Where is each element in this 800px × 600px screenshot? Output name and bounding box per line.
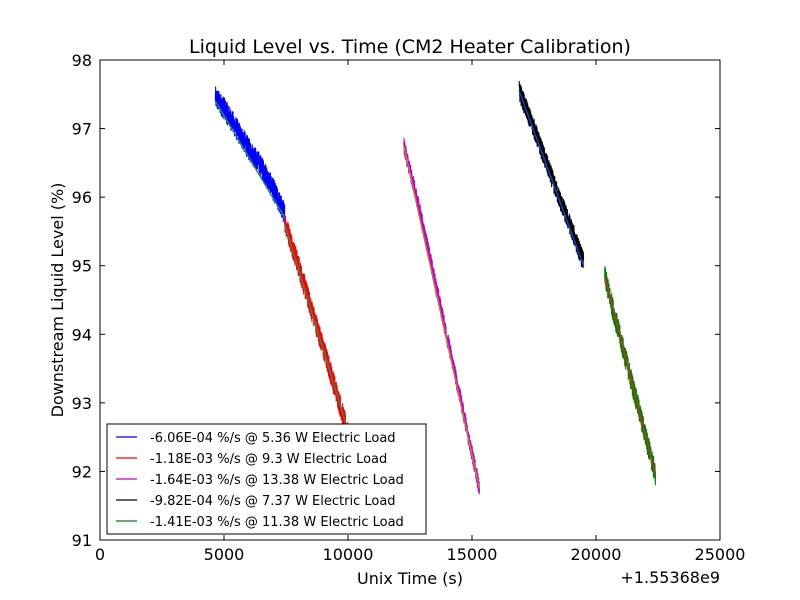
y-tick-label: 97	[72, 120, 92, 139]
legend-item: -1.18E-03 %/s @ 9.3 W Electric Load	[116, 452, 387, 467]
legend-label: -6.06E-04 %/s @ 5.36 W Electric Load	[150, 431, 396, 446]
legend: -6.06E-04 %/s @ 5.36 W Electric Load -1.1…	[106, 423, 427, 535]
legend-item: -1.41E-03 %/s @ 11.38 W Electric Load	[116, 515, 404, 530]
series-5	[603, 265, 657, 486]
legend-item: -1.64E-03 %/s @ 13.38 W Electric Load	[116, 473, 404, 488]
legend-box	[106, 423, 427, 535]
series-2	[284, 215, 349, 442]
y-tick-label: 93	[72, 394, 92, 413]
legend-item: -6.06E-04 %/s @ 5.36 W Electric Load	[116, 431, 396, 446]
legend-label: -1.41E-03 %/s @ 11.38 W Electric Load	[150, 515, 404, 530]
series-trace	[518, 80, 585, 268]
legend-label: -1.64E-03 %/s @ 13.38 W Electric Load	[150, 473, 404, 488]
y-tick-label: 92	[72, 462, 92, 481]
y-tick-label: 95	[72, 257, 92, 276]
series-3	[403, 137, 481, 495]
fit-line	[603, 275, 657, 476]
series-1	[214, 86, 286, 227]
fit-line	[214, 100, 286, 219]
plot-frame	[99, 59, 721, 541]
y-tick-label: 98	[72, 51, 92, 70]
y-tick-label: 91	[72, 531, 92, 550]
x-tick-label: 15000	[447, 545, 498, 564]
y-axis-title: Downstream Liquid Level (%)	[48, 183, 67, 418]
series-4	[518, 80, 585, 268]
tick-layer: 0 5000 10000 15000 20000 25000 91 92 93 94 95 96 97 9…	[72, 51, 746, 564]
chart-title: Liquid Level vs. Time (CM2 Heater Calibr…	[189, 36, 631, 58]
y-tick-label: 94	[72, 325, 92, 344]
x-tick-label: 10000	[323, 545, 374, 564]
fit-line	[403, 145, 481, 489]
series-trace	[214, 86, 286, 227]
legend-entries: -6.06E-04 %/s @ 5.36 W Electric Load -1.1…	[116, 431, 404, 530]
x-offset-label: +1.55368e9	[620, 568, 720, 587]
x-tick-label: 25000	[695, 545, 746, 564]
x-axis-title: Unix Time (s)	[357, 569, 463, 588]
x-tick-label: 20000	[571, 545, 622, 564]
series-trace	[403, 137, 480, 495]
y-tick-label: 96	[72, 188, 92, 207]
legend-label: -9.82E-04 %/s @ 7.37 W Electric Load	[150, 494, 396, 509]
series-layer	[214, 80, 657, 495]
x-tick-label: 0	[95, 545, 105, 564]
legend-item: -9.82E-04 %/s @ 7.37 W Electric Load	[116, 494, 396, 509]
legend-label: -1.18E-03 %/s @ 9.3 W Electric Load	[150, 452, 387, 467]
x-tick-label: 5000	[204, 545, 245, 564]
fit-line	[284, 224, 349, 431]
fit-line	[518, 90, 585, 266]
